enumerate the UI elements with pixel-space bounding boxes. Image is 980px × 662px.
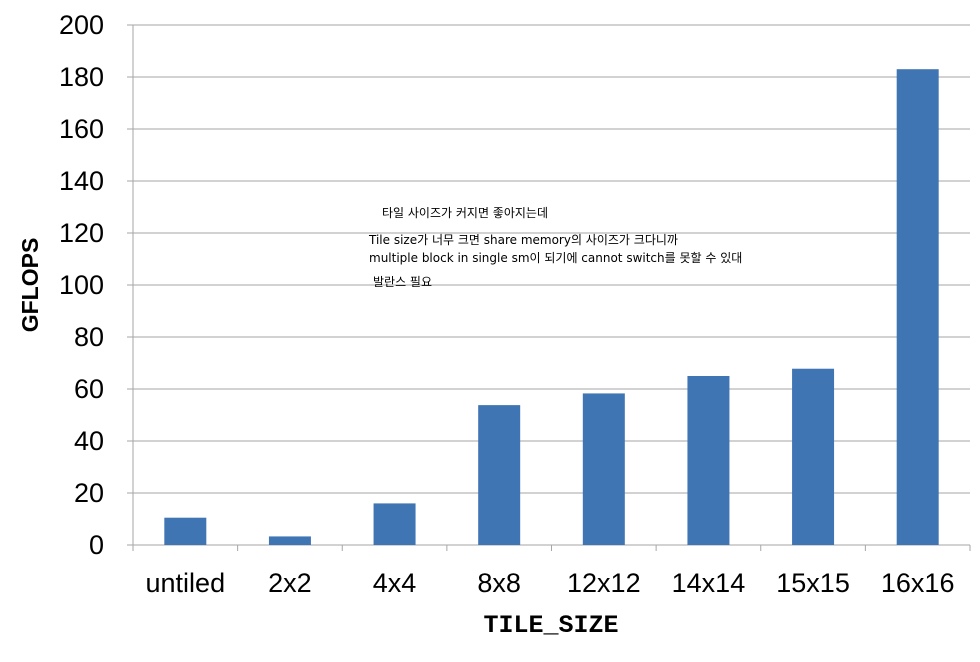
annotation-line-4: 발란스 필요	[373, 275, 432, 289]
y-tick-label: 20	[74, 478, 104, 508]
x-tick-label: untiled	[146, 568, 226, 598]
y-tick-label: 80	[74, 322, 104, 352]
bar-untiled	[164, 517, 207, 545]
annotation-line-2: Tile size가 너무 크면 share memory의 사이즈가 크다니까	[368, 233, 678, 247]
y-tick-label: 60	[74, 374, 104, 404]
y-tick-label: 100	[59, 270, 104, 300]
x-tick-label: 15x15	[776, 568, 850, 598]
x-tick-label: 14x14	[672, 568, 746, 598]
annotation-line-3: multiple block in single sm이 되기에 cannot …	[369, 251, 742, 265]
bar-2x2	[268, 536, 311, 545]
x-axis-label: TILE_SIZE	[483, 611, 618, 640]
bar-15x15	[792, 368, 835, 545]
x-tick-label: 4x4	[373, 568, 417, 598]
y-tick-label: 180	[59, 62, 104, 92]
y-tick-label: 0	[89, 530, 104, 560]
x-tick-label: 12x12	[567, 568, 641, 598]
bar-12x12	[582, 393, 625, 545]
bars	[164, 69, 939, 545]
y-tick-label: 160	[59, 114, 104, 144]
x-tick-label: 8x8	[477, 568, 521, 598]
gridlines	[133, 24, 970, 494]
bar-16x16	[896, 69, 939, 545]
x-tick-label: 2x2	[268, 568, 312, 598]
y-tick-label: 40	[74, 426, 104, 456]
bar-14x14	[687, 376, 730, 545]
bar-4x4	[373, 503, 416, 545]
annotation-line-1: 타일 사이즈가 커지면 좋아지는데	[382, 206, 548, 220]
x-tick-label: 16x16	[881, 568, 955, 598]
y-tick-label: 140	[59, 166, 104, 196]
y-axis-label: GFLOPS	[17, 238, 43, 333]
y-tick-label: 200	[59, 10, 104, 40]
y-tick-labels: 0 20 40 60 80 100 120 140 160 180 200	[59, 10, 104, 560]
bar-8x8	[478, 405, 521, 545]
y-tick-label: 120	[59, 218, 104, 248]
axes	[127, 24, 971, 551]
x-tick-labels: untiled 2x2 4x4 8x8 12x12 14x14 15x15 16x16	[146, 568, 955, 598]
